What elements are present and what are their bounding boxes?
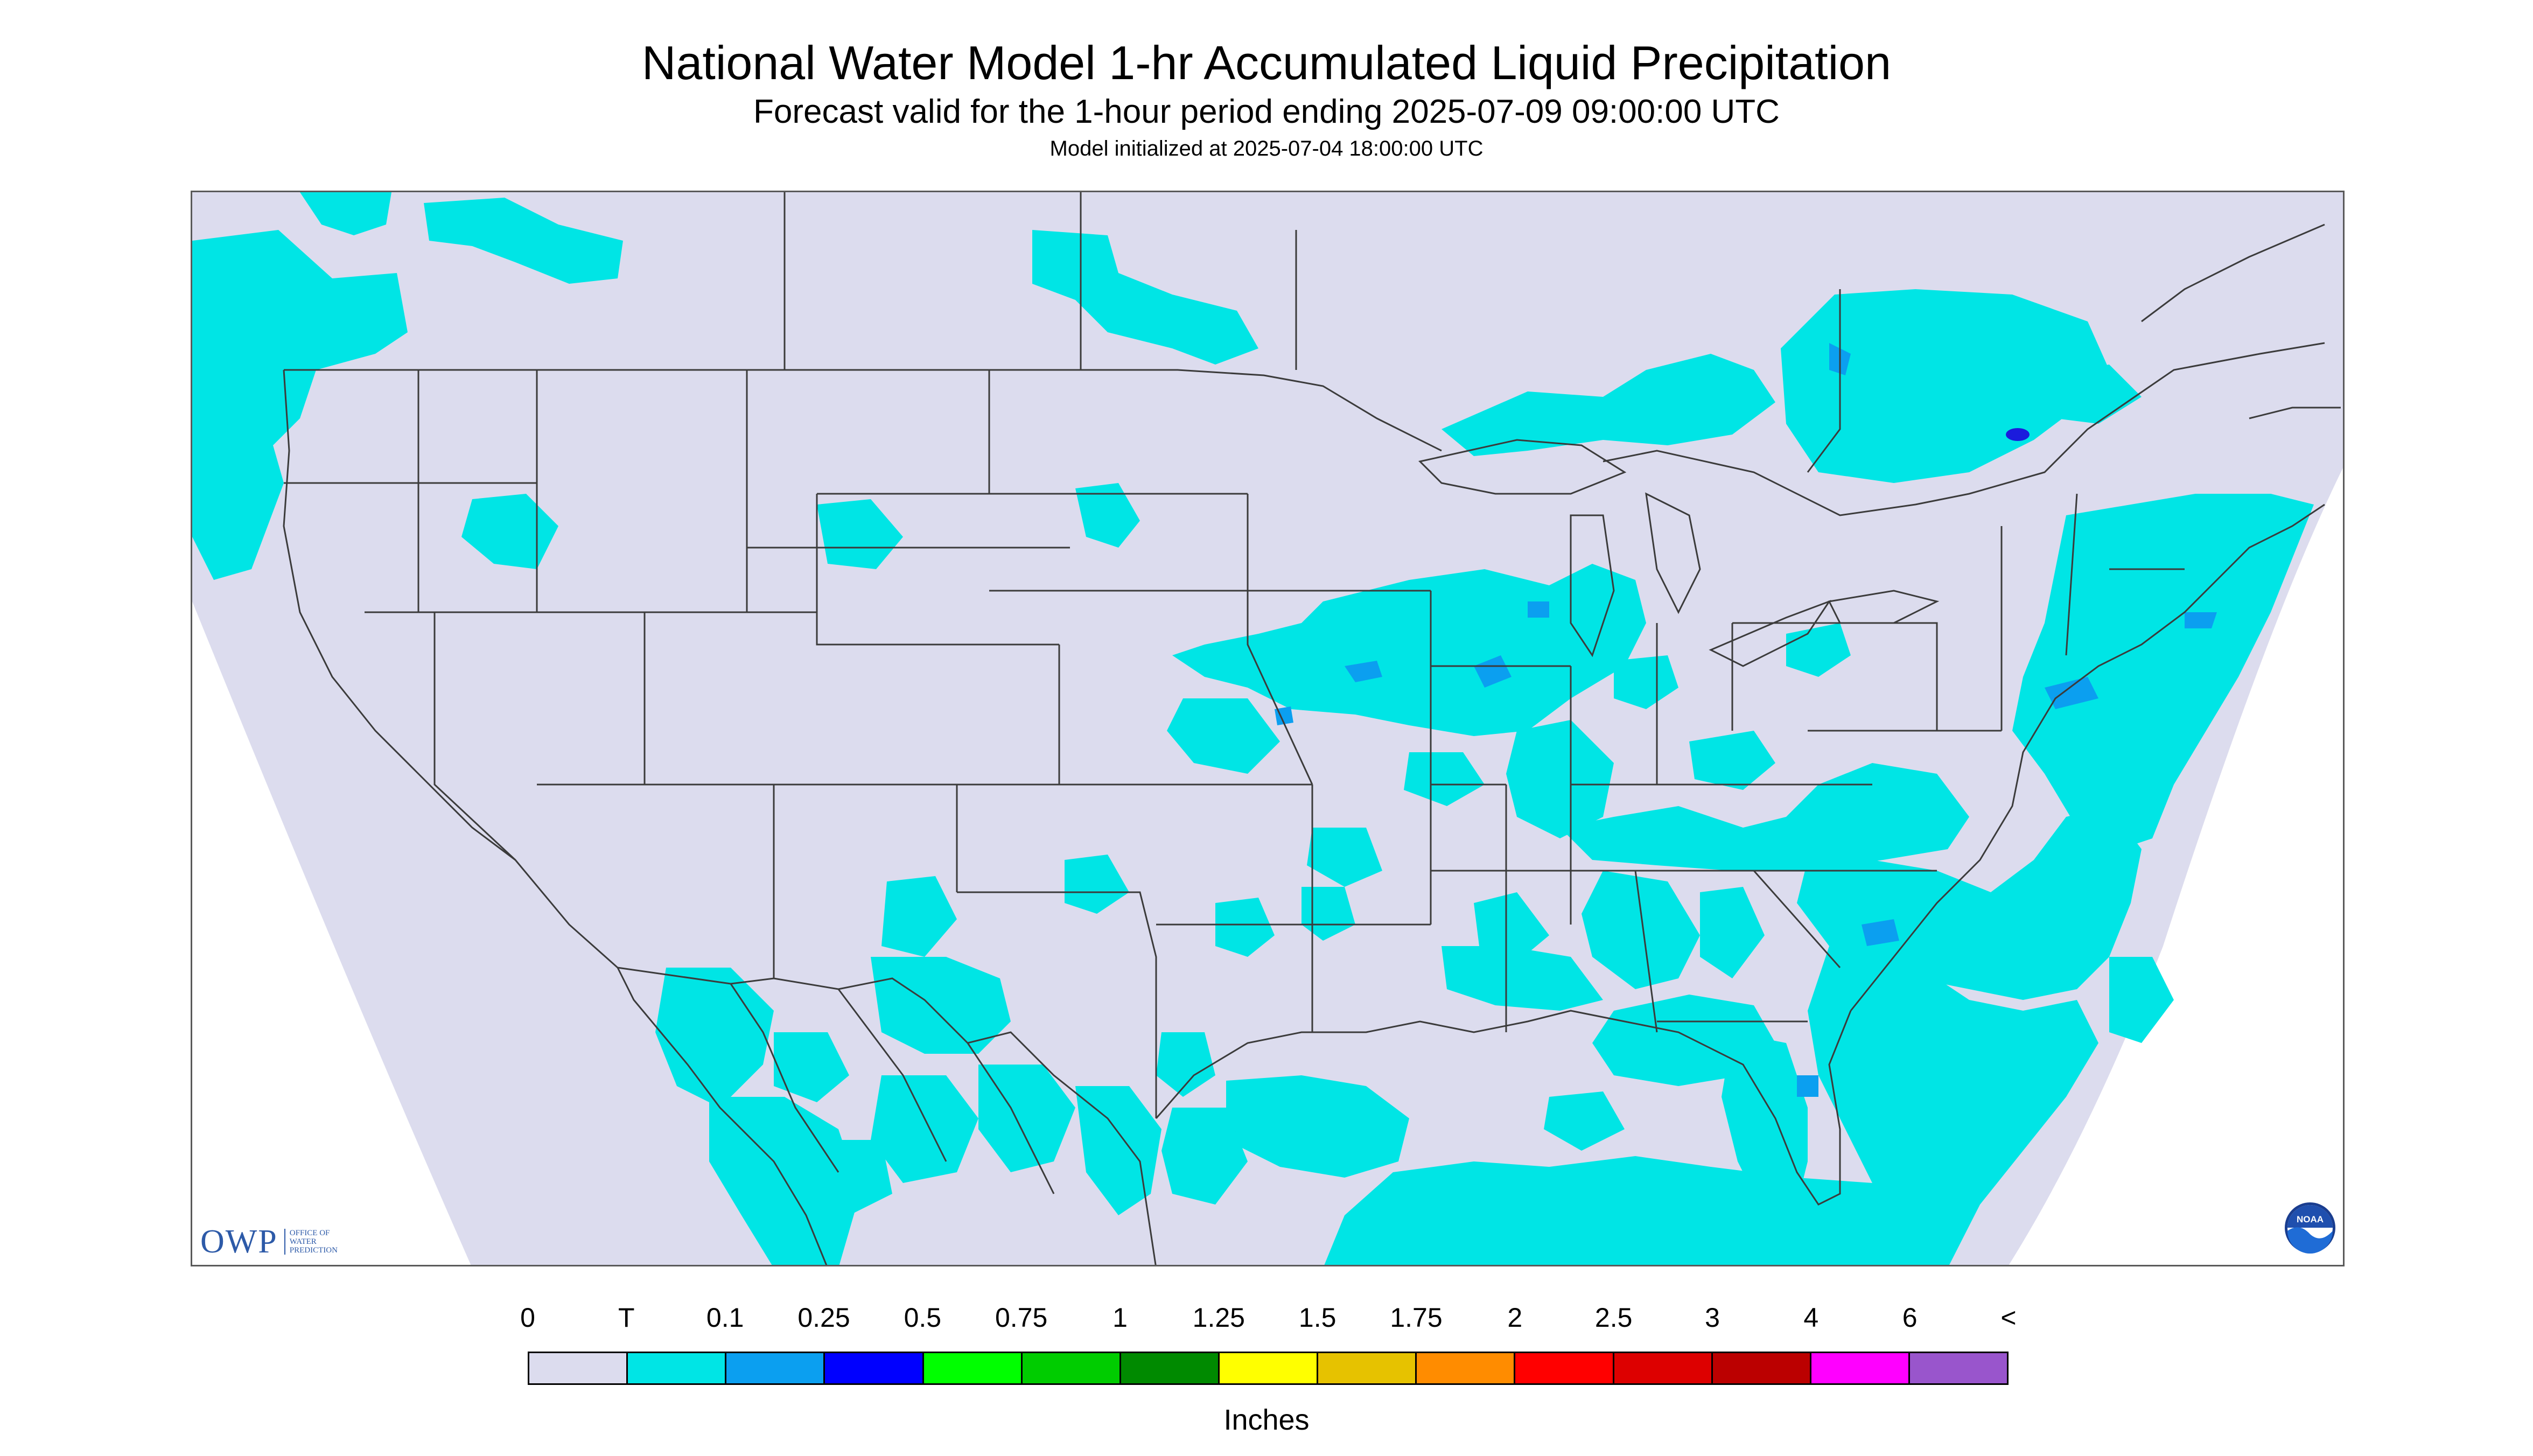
owp-sub-line-3: PREDICTION [289, 1246, 338, 1255]
legend-swatch [1318, 1353, 1417, 1383]
legend-swatch [1022, 1353, 1121, 1383]
owp-logo-subtitle: OFFICE OF WATER PREDICTION [284, 1229, 338, 1255]
model-init-line: Model initialized at 2025-07-04 18:00:00… [1049, 137, 1484, 160]
precip-heavy-areas [1275, 343, 2217, 1097]
legend-units-label: Inches [1223, 1404, 1310, 1436]
legend-tick-label: 0.25 [797, 1303, 850, 1333]
precipitation-map[interactable] [191, 191, 2345, 1266]
legend-swatch [825, 1353, 924, 1383]
legend-tick-label: 3 [1705, 1303, 1720, 1333]
legend-tick-label: T [618, 1303, 635, 1333]
owp-logo-text: OWP [200, 1223, 278, 1260]
legend-colorbar [528, 1352, 2009, 1385]
legend-swatch [628, 1353, 727, 1383]
legend-swatch [1417, 1353, 1516, 1383]
legend-tick-labels: 0 T 0.1 0.25 0.5 0.75 1 1.25 1.5 1.75 2 2.5 3 4 6 < [0, 1302, 2533, 1334]
legend-tick-label: 1.25 [1192, 1303, 1245, 1333]
legend-tick-label: 0.1 [706, 1303, 744, 1333]
legend-tick-label: 6 [1902, 1303, 1918, 1333]
legend-tick-label: 0 [520, 1303, 535, 1333]
legend-tick-label: 1 [1112, 1303, 1128, 1333]
map-canvas [192, 192, 2343, 1265]
noaa-logo-icon: NOAA [2285, 1202, 2335, 1254]
boundaries [283, 192, 2341, 1265]
noaa-logo-text: NOAA [2297, 1214, 2324, 1224]
legend-swatch [1121, 1353, 1220, 1383]
legend-tick-label: 2.5 [1594, 1303, 1633, 1333]
legend-tick-label: 2 [1507, 1303, 1523, 1333]
page-title: National Water Model 1-hr Accumulated Li… [641, 36, 1892, 89]
owp-logo: OWP OFFICE OF WATER PREDICTION [200, 1220, 338, 1263]
legend-tick-label: 1.5 [1298, 1303, 1337, 1333]
legend-tick-label: < [2000, 1303, 2017, 1333]
owp-sub-line-1: OFFICE OF [289, 1229, 330, 1237]
legend-swatch [1712, 1353, 1811, 1383]
legend-swatch [726, 1353, 825, 1383]
legend-tick-label: 0.75 [995, 1303, 1048, 1333]
legend-tick-label: 0.5 [904, 1303, 942, 1333]
legend-swatch [529, 1353, 628, 1383]
legend-tick-label: 1.75 [1390, 1303, 1443, 1333]
legend-swatch [1614, 1353, 1713, 1383]
legend-swatch [1811, 1353, 1910, 1383]
us-canada-border [284, 369, 1442, 452]
legend-swatch [1909, 1353, 2007, 1383]
legend-swatch [923, 1353, 1023, 1383]
precip-max-area [2006, 428, 2030, 441]
legend-swatch [1515, 1353, 1614, 1383]
legend-swatch [1219, 1353, 1319, 1383]
forecast-valid-subtitle: Forecast valid for the 1-hour period end… [753, 93, 1780, 130]
owp-sub-line-2: WATER [289, 1237, 317, 1246]
legend-tick-label: 4 [1803, 1303, 1819, 1333]
